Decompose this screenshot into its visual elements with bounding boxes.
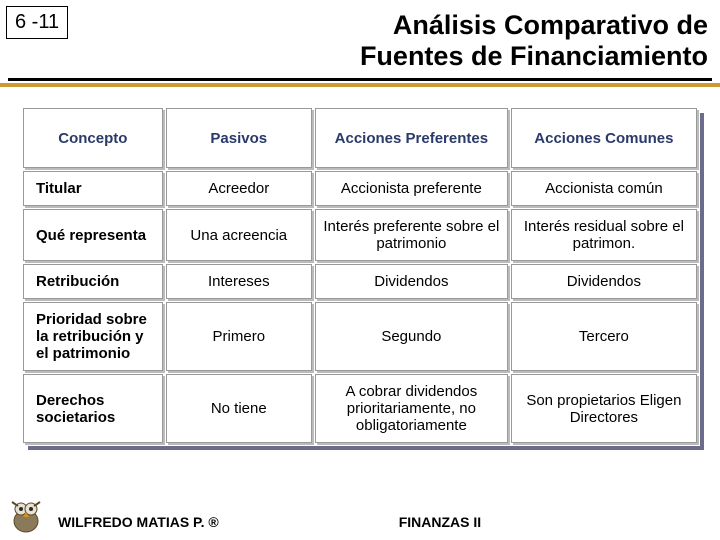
row-head: Retribución bbox=[23, 264, 163, 299]
row-head: Derechos societarios bbox=[23, 374, 163, 443]
table-cell: Tercero bbox=[511, 302, 697, 371]
slide-number: 6 -11 bbox=[6, 6, 68, 39]
table-cell: Accionista común bbox=[511, 171, 697, 206]
table-cell: Intereses bbox=[166, 264, 312, 299]
table-cell: Interés residual sobre el patrimon. bbox=[511, 209, 697, 261]
table-row: Qué representa Una acreencia Interés pre… bbox=[23, 209, 697, 261]
table-row: Derechos societarios No tiene A cobrar d… bbox=[23, 374, 697, 443]
row-head: Titular bbox=[23, 171, 163, 206]
table-cell: Dividendos bbox=[511, 264, 697, 299]
owl-icon bbox=[4, 494, 48, 534]
table-header: Concepto bbox=[23, 108, 163, 168]
table-cell: No tiene bbox=[166, 374, 312, 443]
comparison-table: Concepto Pasivos Acciones Preferentes Ac… bbox=[20, 105, 700, 446]
table-cell: Segundo bbox=[315, 302, 508, 371]
table-cell: Accionista preferente bbox=[315, 171, 508, 206]
table-header: Acciones Preferentes bbox=[315, 108, 508, 168]
title-line-2: Fuentes de Financiamiento bbox=[360, 41, 708, 71]
comparison-table-container: Concepto Pasivos Acciones Preferentes Ac… bbox=[20, 105, 700, 446]
table-header-row: Concepto Pasivos Acciones Preferentes Ac… bbox=[23, 108, 697, 168]
table-row: Retribución Intereses Dividendos Dividen… bbox=[23, 264, 697, 299]
footer: WILFREDO MATIAS P. ® FINANZAS II bbox=[0, 494, 720, 534]
table-cell: Interés preferente sobre el patrimonio bbox=[315, 209, 508, 261]
table-header: Pasivos bbox=[166, 108, 312, 168]
table-header: Acciones Comunes bbox=[511, 108, 697, 168]
table-cell: Acreedor bbox=[166, 171, 312, 206]
table-cell: Dividendos bbox=[315, 264, 508, 299]
table-cell: Una acreencia bbox=[166, 209, 312, 261]
course-label: FINANZAS II bbox=[399, 514, 481, 534]
author-label: WILFREDO MATIAS P. ® bbox=[58, 514, 219, 534]
accent-bar bbox=[0, 83, 720, 87]
table-row: Prioridad sobre la retribución y el patr… bbox=[23, 302, 697, 371]
table-row: Titular Acreedor Accionista preferente A… bbox=[23, 171, 697, 206]
table-cell: Primero bbox=[166, 302, 312, 371]
slide-title: Análisis Comparativo de Fuentes de Finan… bbox=[0, 0, 720, 78]
title-line-1: Análisis Comparativo de bbox=[393, 10, 708, 40]
title-underline bbox=[8, 78, 712, 81]
table-cell: Son propietarios Eligen Directores bbox=[511, 374, 697, 443]
row-head: Qué representa bbox=[23, 209, 163, 261]
row-head: Prioridad sobre la retribución y el patr… bbox=[23, 302, 163, 371]
table-cell: A cobrar dividendos prioritariamente, no… bbox=[315, 374, 508, 443]
